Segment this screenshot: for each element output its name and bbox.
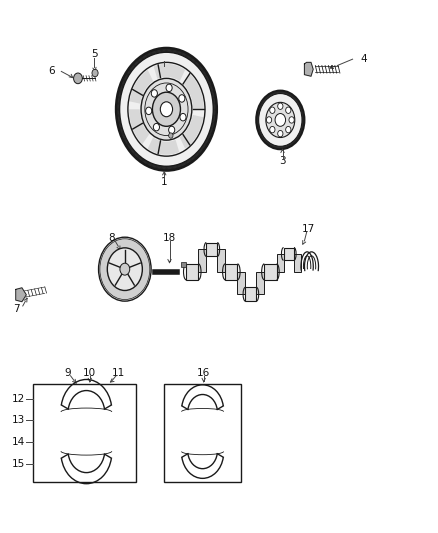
Circle shape xyxy=(270,107,275,114)
Text: 6: 6 xyxy=(48,66,55,76)
Circle shape xyxy=(166,84,172,92)
Wedge shape xyxy=(129,109,149,144)
Text: 18: 18 xyxy=(163,233,176,243)
Wedge shape xyxy=(154,64,185,81)
Circle shape xyxy=(256,91,304,149)
Bar xyxy=(245,287,256,301)
Circle shape xyxy=(152,92,180,126)
Circle shape xyxy=(99,237,151,301)
Circle shape xyxy=(160,102,173,117)
Circle shape xyxy=(266,102,295,138)
Circle shape xyxy=(120,263,130,275)
Text: 1: 1 xyxy=(161,177,168,187)
Circle shape xyxy=(289,117,294,123)
Text: 5: 5 xyxy=(91,50,98,59)
Circle shape xyxy=(266,117,272,123)
Circle shape xyxy=(278,131,283,137)
Circle shape xyxy=(120,52,213,166)
Text: 14: 14 xyxy=(12,437,25,447)
Circle shape xyxy=(92,69,98,77)
Text: 13: 13 xyxy=(12,415,25,425)
Circle shape xyxy=(179,95,185,102)
Bar xyxy=(217,249,225,272)
Text: 8: 8 xyxy=(108,233,115,243)
Bar xyxy=(198,249,206,272)
Bar xyxy=(256,272,264,294)
Text: 9: 9 xyxy=(64,368,71,378)
Text: 11: 11 xyxy=(112,368,125,378)
Bar xyxy=(186,264,198,280)
Circle shape xyxy=(74,73,82,84)
Bar xyxy=(164,384,241,482)
Circle shape xyxy=(169,126,175,134)
Wedge shape xyxy=(130,70,153,103)
Polygon shape xyxy=(304,62,313,76)
Bar xyxy=(237,272,245,294)
Bar xyxy=(276,254,283,272)
Bar xyxy=(33,384,136,482)
Text: 16: 16 xyxy=(197,368,210,378)
Text: 10: 10 xyxy=(83,368,96,378)
Circle shape xyxy=(153,124,159,131)
Polygon shape xyxy=(16,288,26,302)
Circle shape xyxy=(116,48,217,171)
Circle shape xyxy=(141,78,192,140)
Circle shape xyxy=(275,114,286,126)
Circle shape xyxy=(258,94,302,147)
Wedge shape xyxy=(184,75,204,109)
Circle shape xyxy=(270,126,275,133)
Text: 3: 3 xyxy=(279,157,286,166)
Text: 15: 15 xyxy=(12,458,25,469)
Bar xyxy=(206,243,217,256)
Text: 4: 4 xyxy=(360,54,367,63)
Text: 7: 7 xyxy=(13,304,20,314)
Circle shape xyxy=(100,239,150,300)
Text: 17: 17 xyxy=(302,224,315,234)
Bar xyxy=(264,264,276,280)
Circle shape xyxy=(180,114,186,121)
Wedge shape xyxy=(148,138,179,155)
Bar xyxy=(181,262,186,266)
Circle shape xyxy=(151,90,157,97)
Text: 2: 2 xyxy=(161,53,168,62)
Circle shape xyxy=(286,107,291,114)
Bar xyxy=(283,247,294,260)
Text: 12: 12 xyxy=(12,393,25,403)
Circle shape xyxy=(286,126,291,133)
Bar xyxy=(294,254,301,272)
Circle shape xyxy=(278,103,283,109)
Bar xyxy=(225,264,237,280)
Circle shape xyxy=(146,107,152,115)
Wedge shape xyxy=(180,115,203,149)
Circle shape xyxy=(169,133,173,138)
Circle shape xyxy=(107,248,142,290)
